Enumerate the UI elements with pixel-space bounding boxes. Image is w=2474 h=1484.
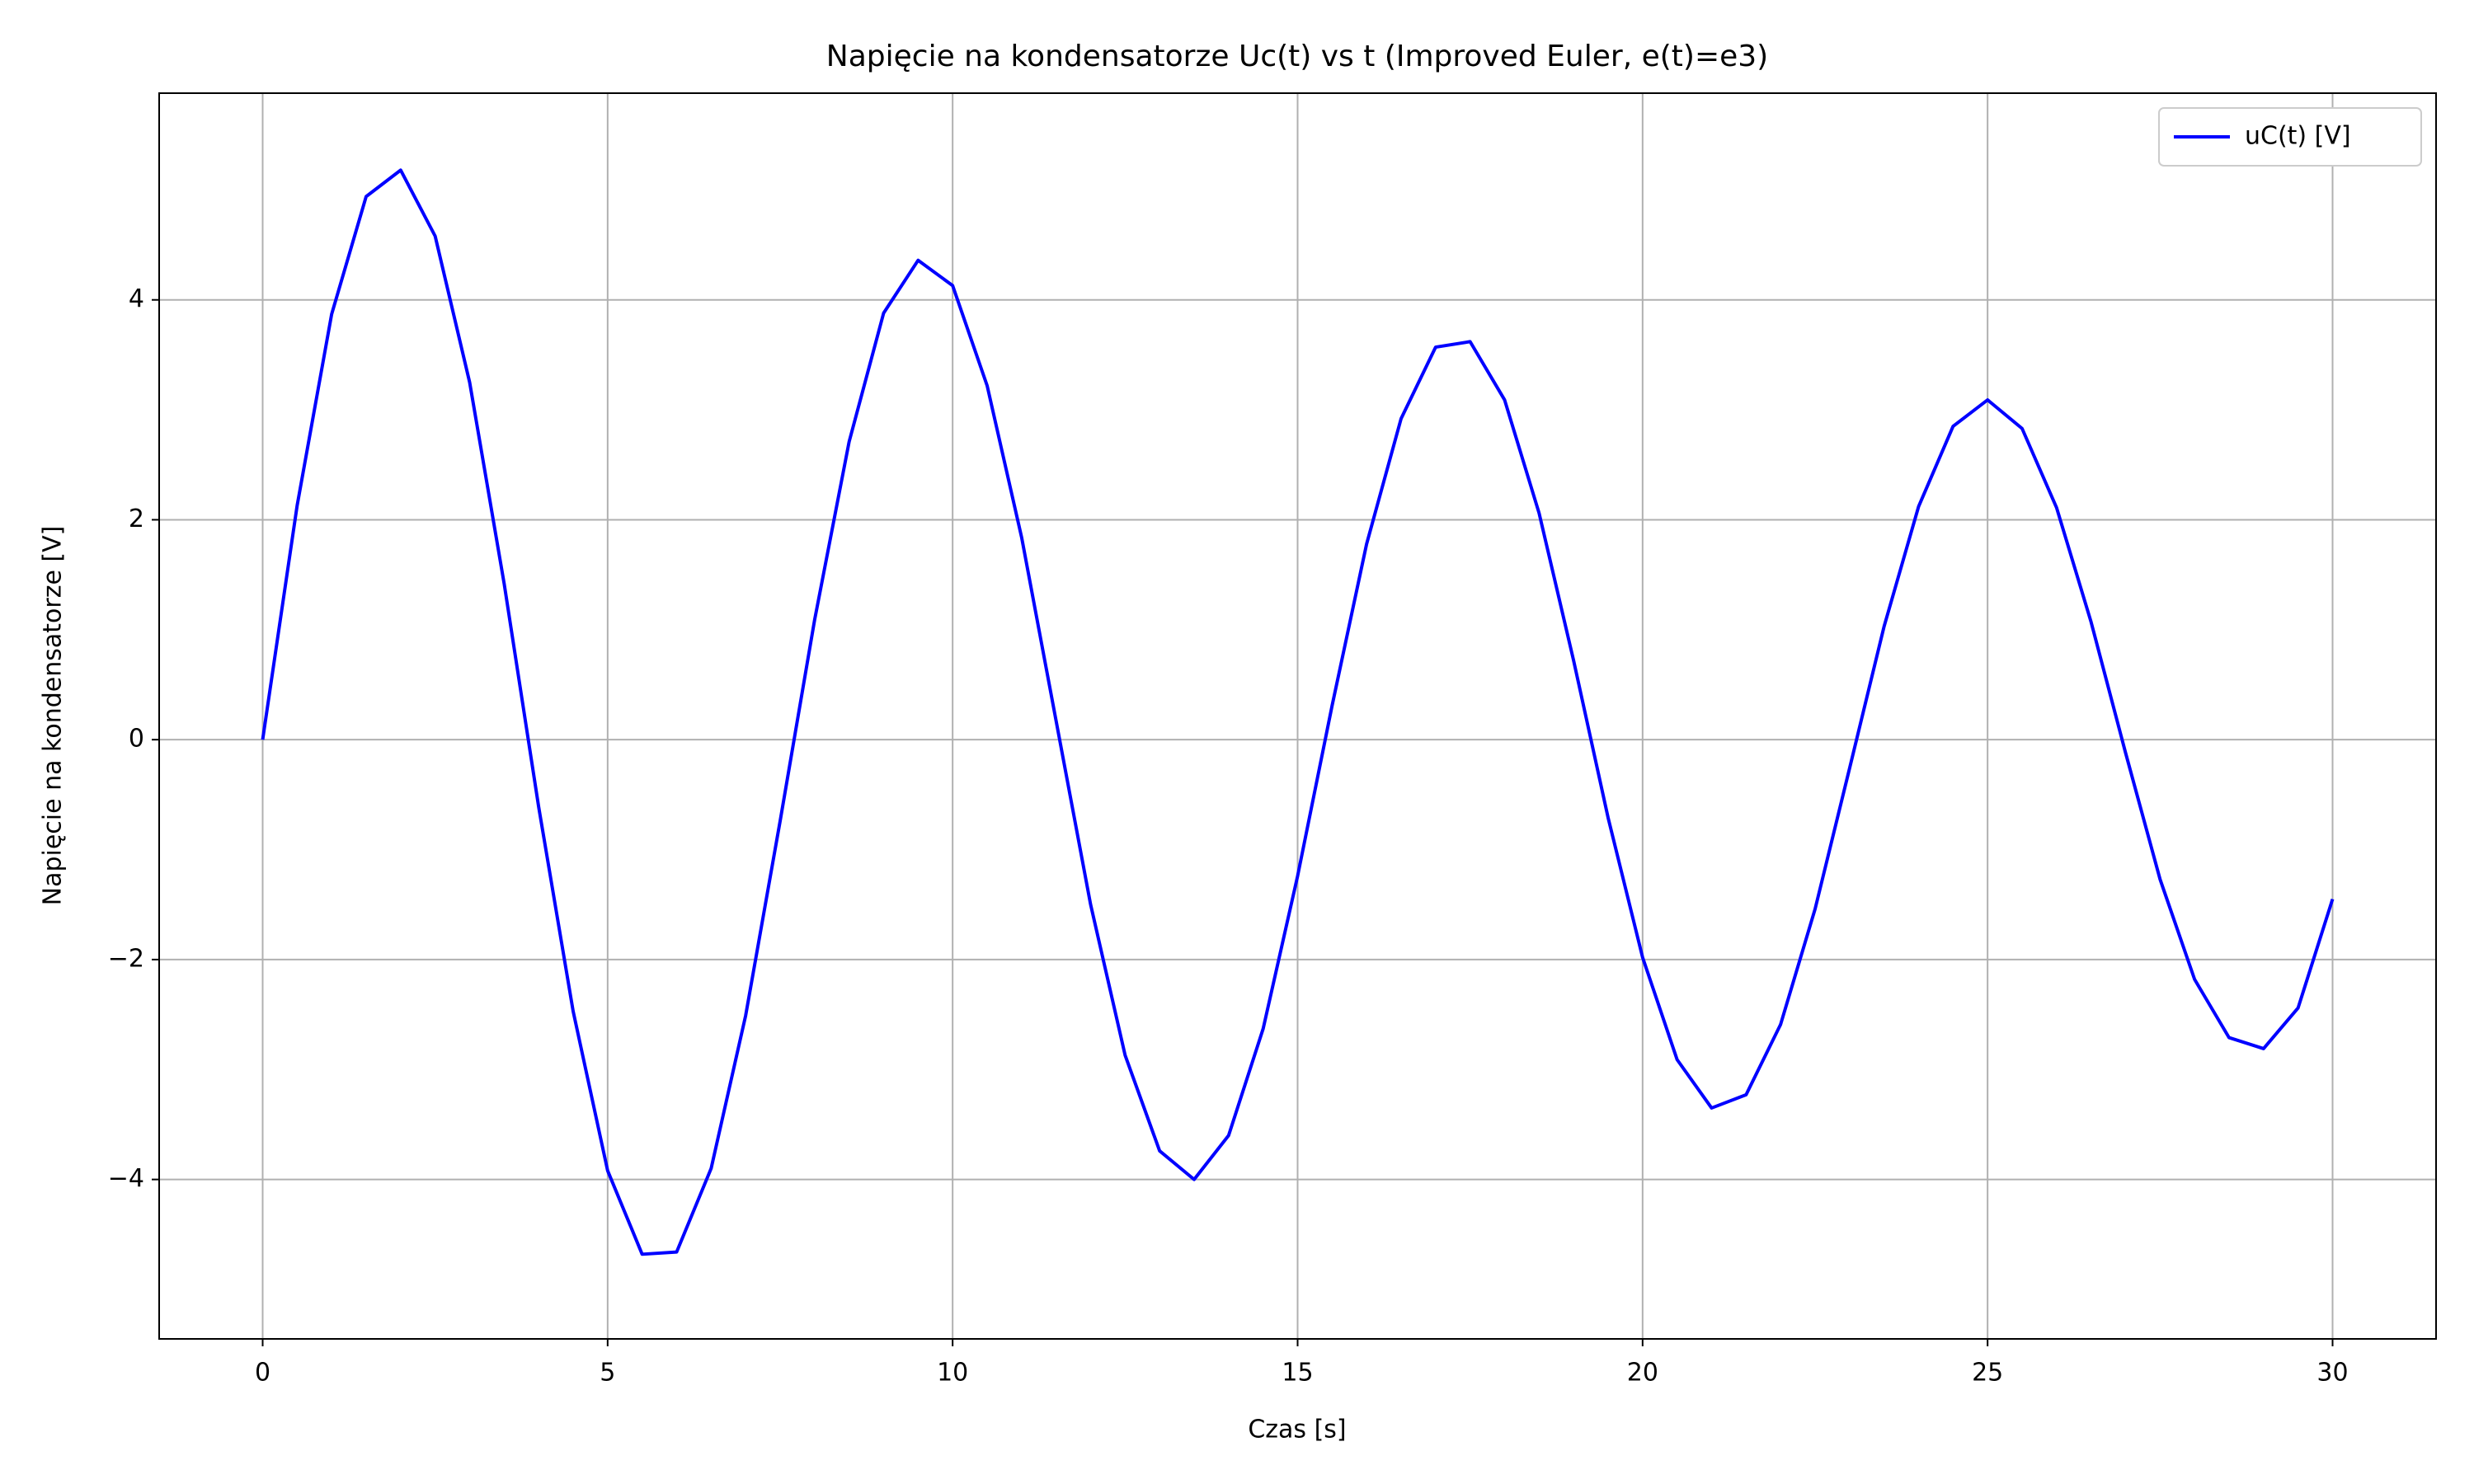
y-tick-label: −4 [108, 1164, 144, 1193]
x-tick-label: 20 [1627, 1359, 1658, 1388]
chart-title: Napięcie na kondensatorze Uc(t) vs t (Im… [826, 40, 1768, 73]
x-tick-label: 30 [2316, 1359, 2348, 1388]
legend: uC(t) [V] [2158, 107, 2422, 167]
y-axis-label: Napięcie na kondensatorze [V] [39, 526, 68, 906]
legend-label: uC(t) [V] [2245, 122, 2351, 151]
x-tick-label: 15 [1282, 1359, 1313, 1388]
x-tick-label: 5 [600, 1359, 615, 1388]
y-tick-label: 0 [129, 725, 144, 754]
x-tick-label: 10 [937, 1359, 968, 1388]
x-axis-label: Czas [s] [1248, 1416, 1346, 1444]
y-tick-label: 4 [129, 284, 144, 313]
plot-frame [158, 92, 2437, 1340]
legend-box [2158, 107, 2422, 167]
y-tick-label: −2 [108, 944, 144, 973]
x-tick-label: 0 [255, 1359, 270, 1388]
data-line [261, 168, 2335, 1256]
y-tick-label: 2 [129, 505, 144, 533]
x-tick-label: 25 [1972, 1359, 2003, 1388]
